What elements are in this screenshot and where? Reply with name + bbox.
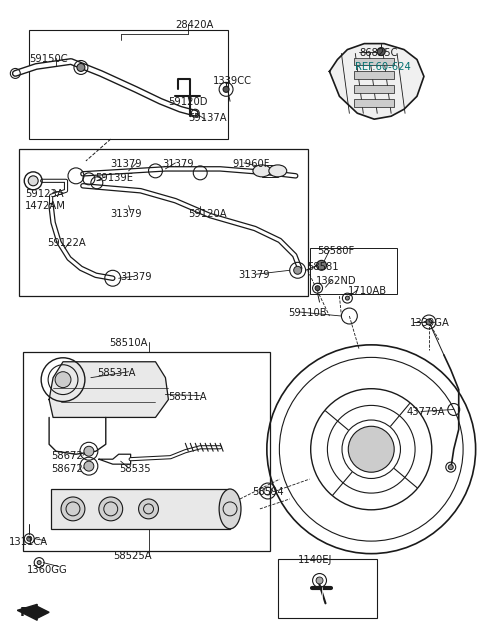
- Polygon shape: [49, 362, 168, 417]
- Text: 59123A: 59123A: [25, 189, 64, 199]
- Ellipse shape: [269, 165, 287, 177]
- Text: 31379: 31379: [111, 159, 143, 169]
- Text: 58672: 58672: [51, 464, 83, 474]
- Circle shape: [84, 461, 94, 471]
- Text: 43779A: 43779A: [407, 408, 445, 417]
- Circle shape: [348, 426, 394, 472]
- Text: 59120D: 59120D: [168, 97, 208, 108]
- Bar: [354, 58, 394, 65]
- Bar: [354, 85, 394, 93]
- Circle shape: [61, 497, 85, 521]
- Circle shape: [99, 497, 123, 521]
- Circle shape: [55, 372, 71, 388]
- Bar: [51, 489, 230, 529]
- Bar: [23, 352, 270, 550]
- Circle shape: [316, 577, 323, 584]
- Text: 58581: 58581: [308, 262, 339, 273]
- Text: 58531A: 58531A: [97, 368, 135, 378]
- Circle shape: [84, 446, 94, 456]
- Text: 59120A: 59120A: [188, 209, 227, 219]
- Text: 1362ND: 1362ND: [315, 276, 356, 286]
- Polygon shape: [329, 44, 424, 119]
- Bar: [278, 559, 377, 618]
- Polygon shape: [17, 604, 49, 620]
- Circle shape: [77, 63, 85, 72]
- Circle shape: [223, 86, 229, 92]
- Text: 31379: 31379: [111, 209, 143, 219]
- Text: 59110B: 59110B: [288, 308, 326, 318]
- Text: 1360GG: 1360GG: [27, 564, 68, 575]
- Bar: [354, 72, 394, 79]
- Text: 1140EJ: 1140EJ: [298, 555, 332, 564]
- Circle shape: [346, 296, 349, 300]
- Text: 1710AB: 1710AB: [348, 286, 387, 296]
- Text: 58511A: 58511A: [168, 392, 207, 401]
- Text: 1339CC: 1339CC: [213, 76, 252, 86]
- Text: 58594: 58594: [252, 487, 284, 497]
- Bar: [29, 29, 228, 139]
- Ellipse shape: [219, 489, 241, 529]
- Text: 59137A: 59137A: [188, 113, 227, 124]
- Circle shape: [316, 260, 326, 270]
- Circle shape: [139, 499, 158, 519]
- Bar: [310, 248, 397, 294]
- Text: 86825C: 86825C: [360, 47, 398, 58]
- Text: REF.60-624: REF.60-624: [355, 61, 411, 72]
- Text: 58525A: 58525A: [113, 550, 151, 561]
- Circle shape: [37, 561, 41, 564]
- Text: 59139E: 59139E: [95, 173, 133, 183]
- Text: 31379: 31379: [120, 272, 152, 282]
- Circle shape: [426, 319, 432, 325]
- Text: 1311CA: 1311CA: [9, 537, 48, 547]
- Text: 58510A: 58510A: [109, 338, 147, 348]
- Text: 31379: 31379: [238, 270, 270, 280]
- Text: 1339GA: 1339GA: [410, 318, 450, 328]
- Text: 58580F: 58580F: [318, 246, 355, 257]
- Bar: [19, 149, 308, 296]
- Text: 91960F: 91960F: [232, 159, 270, 169]
- Text: 31379: 31379: [162, 159, 194, 169]
- Circle shape: [294, 266, 301, 275]
- Bar: [354, 99, 394, 108]
- Text: 58535: 58535: [119, 464, 150, 474]
- Text: 59122A: 59122A: [47, 239, 86, 248]
- Text: 58672: 58672: [51, 451, 83, 461]
- Text: 1472AM: 1472AM: [25, 201, 66, 211]
- Circle shape: [28, 176, 38, 186]
- Circle shape: [377, 47, 385, 56]
- Circle shape: [27, 536, 32, 541]
- Text: 28420A: 28420A: [175, 20, 214, 29]
- Circle shape: [448, 465, 453, 470]
- Circle shape: [315, 285, 320, 291]
- Text: 59150C: 59150C: [29, 54, 68, 63]
- Text: FR.: FR.: [19, 606, 44, 620]
- Ellipse shape: [253, 165, 271, 177]
